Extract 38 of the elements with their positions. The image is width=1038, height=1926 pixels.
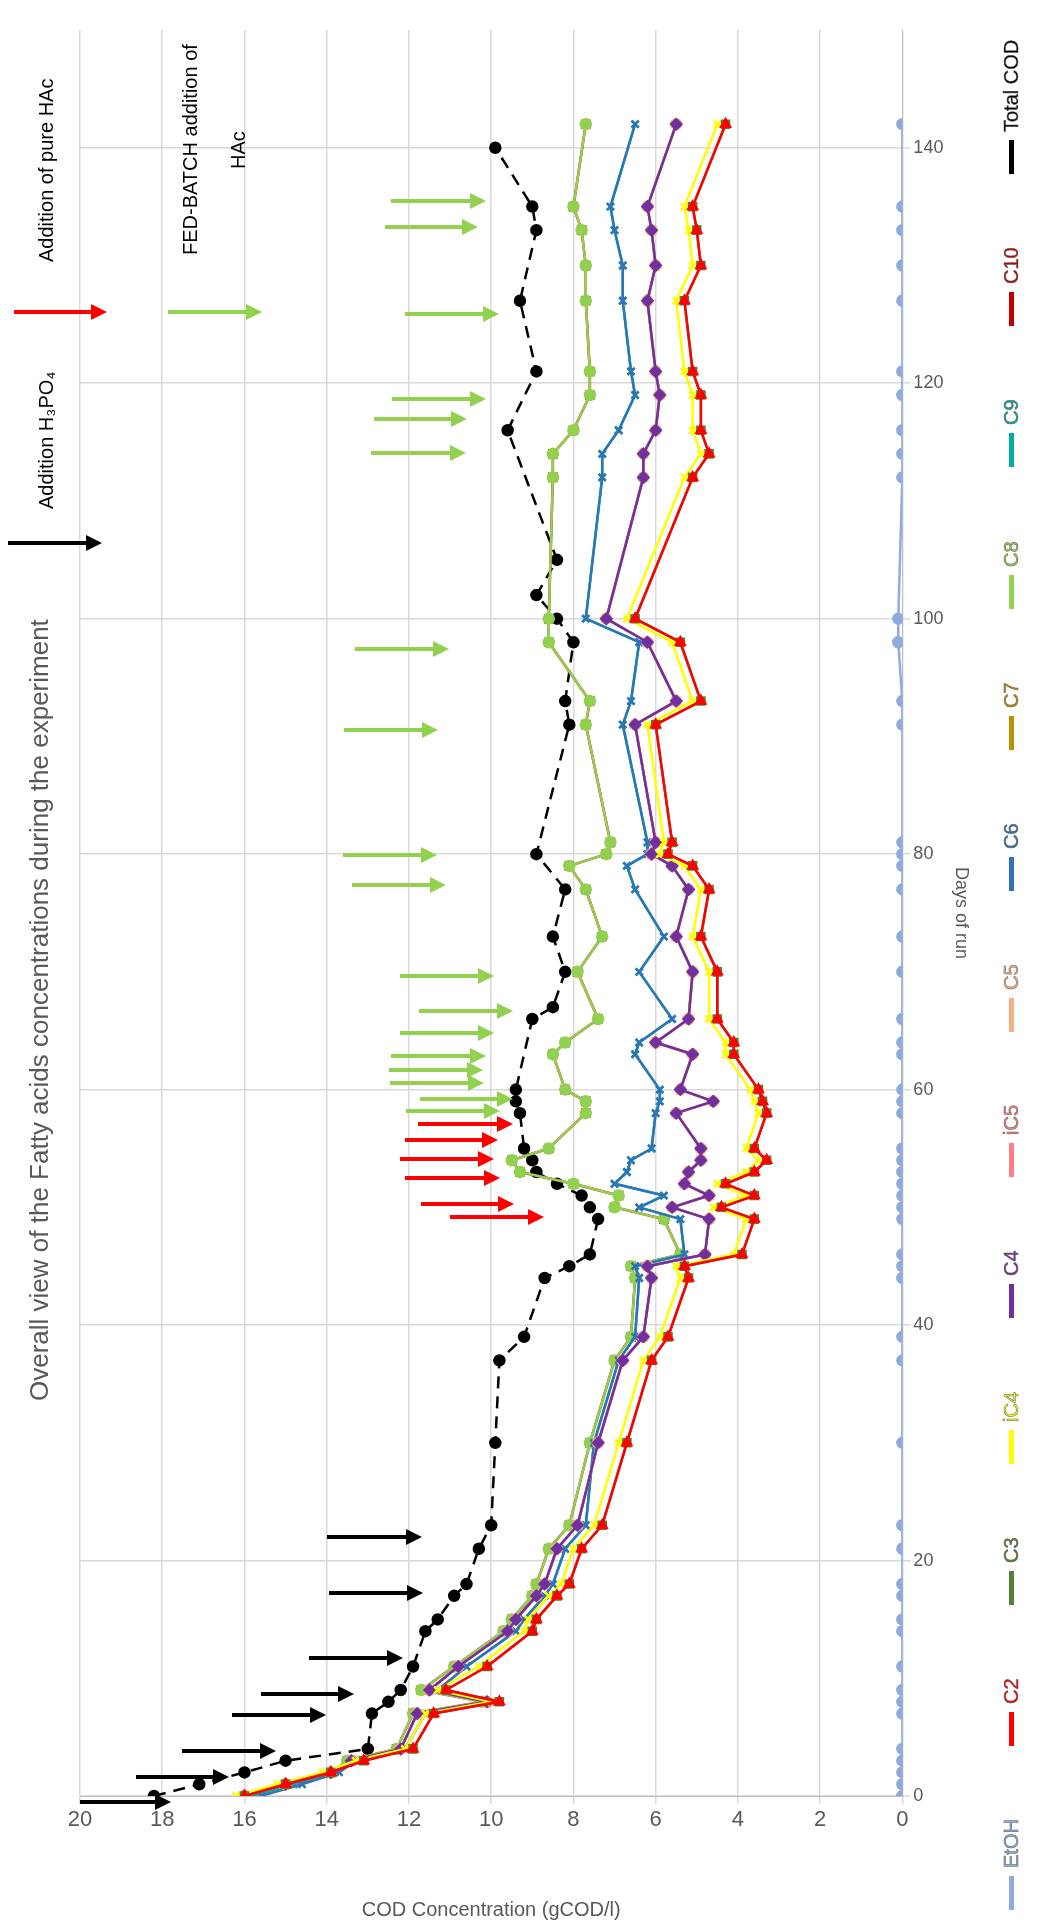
text: C3 <box>1000 1537 1023 1563</box>
y-tick-label: 140 <box>913 136 944 157</box>
y-tick-label: 20 <box>913 1549 934 1570</box>
x-tick-label: 4 <box>731 1806 745 1832</box>
text: Addition H₃PO₄ <box>34 370 58 511</box>
y-tick-label: 120 <box>913 372 944 393</box>
x-tick-label: 10 <box>478 1806 504 1832</box>
text: FED-BATCH addition of HAc <box>179 44 249 256</box>
x-tick-label: 8 <box>567 1806 580 1832</box>
x-tick-label: 16 <box>232 1806 257 1832</box>
y-axis-title: Days of run <box>952 866 973 960</box>
text: Addition of pure HAc <box>34 77 58 264</box>
text: C8 <box>1000 540 1023 567</box>
x-tick-label: 20 <box>67 1806 93 1832</box>
text: C9 <box>1000 399 1023 426</box>
y-tick-label: 0 <box>913 1784 924 1805</box>
text: C5 <box>1000 964 1023 990</box>
text: C6 <box>1000 823 1023 849</box>
x-tick-label: 18 <box>149 1806 175 1832</box>
y-tick-label: 100 <box>913 607 944 628</box>
y-tick-label: 60 <box>913 1078 934 1099</box>
x-axis-title: COD Concentration (gCOD/l) <box>361 1897 621 1920</box>
text: C4 <box>1000 1250 1023 1277</box>
text: iC5 <box>1000 1105 1023 1136</box>
text: EtOH <box>1000 1819 1023 1868</box>
x-tick-label: 14 <box>314 1806 339 1832</box>
x-tick-label: 6 <box>649 1806 662 1832</box>
y-tick-label: 40 <box>913 1314 934 1335</box>
x-tick-label: 12 <box>396 1806 422 1832</box>
x-tick-label: 2 <box>814 1806 827 1832</box>
text: iC4 <box>1000 1391 1023 1422</box>
text: Total COD <box>1000 40 1023 133</box>
text: C2 <box>1000 1678 1023 1704</box>
x-tick-label: 0 <box>896 1806 909 1832</box>
text: Overall view of the Fatty acids concentrations during the experiment <box>24 619 54 1401</box>
text: C7 <box>1000 681 1023 708</box>
text: C10 <box>1000 247 1023 285</box>
y-tick-label: 80 <box>913 843 934 864</box>
